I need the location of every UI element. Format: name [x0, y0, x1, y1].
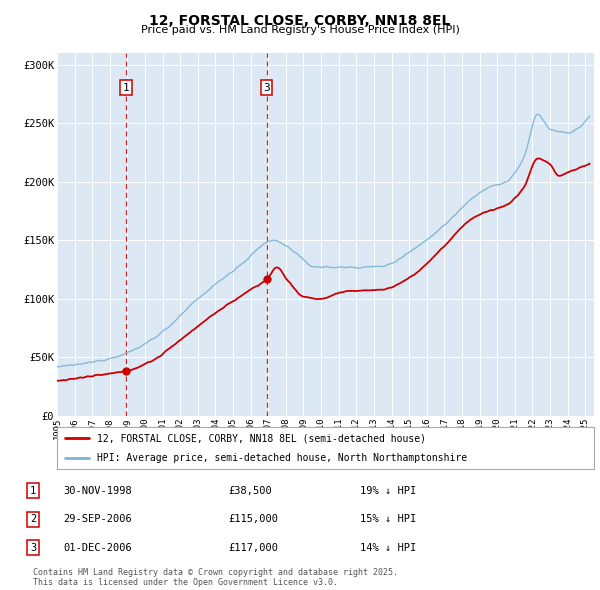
Text: Price paid vs. HM Land Registry's House Price Index (HPI): Price paid vs. HM Land Registry's House … [140, 25, 460, 35]
Text: £38,500: £38,500 [228, 486, 272, 496]
Text: 12, FORSTAL CLOSE, CORBY, NN18 8EL: 12, FORSTAL CLOSE, CORBY, NN18 8EL [149, 14, 451, 28]
Text: 30-NOV-1998: 30-NOV-1998 [63, 486, 132, 496]
Text: 3: 3 [30, 543, 36, 552]
Text: 15% ↓ HPI: 15% ↓ HPI [360, 514, 416, 524]
Text: 12, FORSTAL CLOSE, CORBY, NN18 8EL (semi-detached house): 12, FORSTAL CLOSE, CORBY, NN18 8EL (semi… [97, 433, 426, 443]
Text: 29-SEP-2006: 29-SEP-2006 [63, 514, 132, 524]
Text: 1: 1 [30, 486, 36, 496]
Text: 2: 2 [30, 514, 36, 524]
Text: 01-DEC-2006: 01-DEC-2006 [63, 543, 132, 552]
Text: £115,000: £115,000 [228, 514, 278, 524]
Text: HPI: Average price, semi-detached house, North Northamptonshire: HPI: Average price, semi-detached house,… [97, 453, 467, 463]
Text: 14% ↓ HPI: 14% ↓ HPI [360, 543, 416, 552]
Text: £117,000: £117,000 [228, 543, 278, 552]
Text: Contains HM Land Registry data © Crown copyright and database right 2025.
This d: Contains HM Land Registry data © Crown c… [33, 568, 398, 587]
Text: 1: 1 [122, 83, 130, 93]
Text: 3: 3 [263, 83, 270, 93]
Text: 19% ↓ HPI: 19% ↓ HPI [360, 486, 416, 496]
